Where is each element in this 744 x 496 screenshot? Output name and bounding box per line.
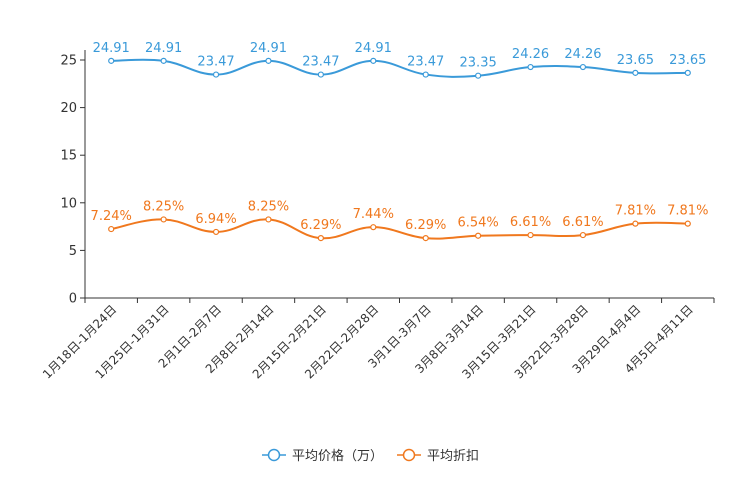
data-label: 23.35	[460, 56, 497, 71]
data-label: 6.29%	[300, 218, 341, 233]
series-1: 7.24% 8.25% 6.94% 8.25% 6.29% 7.44% 6.29% 6.54%…	[91, 199, 708, 242]
data-label: 7.44%	[353, 207, 394, 222]
data-label: 23.47	[302, 55, 339, 70]
data-label: 7.81%	[615, 204, 656, 219]
legend-marker-icon	[267, 448, 281, 462]
series-layer: 24.91 24.91 23.47 24.91 23.47 24.91 23.47 23.35…	[91, 41, 708, 242]
data-label: 6.54%	[457, 216, 498, 231]
data-point[interactable]	[108, 57, 115, 64]
data-point[interactable]	[527, 63, 534, 71]
data-label: 23.65	[617, 53, 654, 68]
data-label: 24.91	[355, 41, 392, 56]
data-point[interactable]	[108, 225, 115, 233]
y-tick-label: 20	[60, 101, 77, 116]
data-point[interactable]	[684, 69, 691, 76]
data-label: 24.26	[564, 47, 601, 62]
data-point[interactable]	[317, 235, 324, 242]
data-label: 7.24%	[91, 209, 132, 224]
data-label: 8.25%	[143, 199, 184, 214]
data-label: 24.91	[250, 41, 287, 56]
data-point[interactable]	[212, 228, 220, 236]
data-label: 23.47	[407, 55, 444, 70]
data-label: 23.65	[669, 53, 706, 68]
data-point[interactable]	[370, 57, 377, 64]
legend-marker-icon	[402, 448, 416, 462]
y-tick-label: 15	[60, 149, 77, 164]
y-tick-label: 25	[60, 54, 77, 69]
data-point[interactable]	[632, 220, 639, 227]
data-point[interactable]	[422, 71, 429, 78]
legend-item-0[interactable]: 平均价格（万）	[262, 448, 383, 464]
data-label: 24.91	[145, 41, 182, 56]
data-label: 23.47	[197, 55, 234, 70]
data-point[interactable]	[527, 231, 534, 239]
x-axis: 1月18日-1月24日1月25日-1月31日2月1日-2月7日2月8日-2月14…	[40, 297, 715, 382]
y-tick-label: 5	[69, 244, 77, 259]
legend-label: 平均价格（万）	[292, 448, 383, 464]
data-label: 7.81%	[667, 204, 708, 219]
y-tick-label: 10	[60, 196, 77, 211]
series-0: 24.91 24.91 23.47 24.91 23.47 24.91 23.47 23.35…	[93, 41, 706, 79]
data-point[interactable]	[422, 235, 429, 242]
data-label: 6.94%	[195, 212, 236, 227]
data-point[interactable]	[632, 69, 639, 76]
data-label: 6.61%	[562, 215, 603, 230]
y-axis: 0 5 10 15 20 25	[60, 50, 86, 307]
data-point[interactable]	[212, 71, 220, 78]
data-point[interactable]	[475, 232, 482, 239]
data-point[interactable]	[370, 224, 377, 231]
data-point[interactable]	[265, 216, 272, 223]
data-label: 6.61%	[510, 215, 551, 230]
data-label: 24.91	[93, 41, 130, 56]
data-point[interactable]	[160, 57, 167, 64]
data-point[interactable]	[475, 72, 482, 79]
legend-label: 平均折扣	[427, 449, 479, 464]
data-point[interactable]	[160, 216, 167, 223]
y-tick-label: 0	[69, 292, 77, 307]
data-label: 24.26	[512, 47, 549, 62]
data-point[interactable]	[684, 220, 691, 227]
data-point[interactable]	[579, 231, 587, 239]
data-point[interactable]	[579, 63, 587, 71]
legend-item-1[interactable]: 平均折扣	[397, 448, 479, 464]
data-point[interactable]	[265, 57, 272, 64]
legend[interactable]: 平均价格（万） 平均折扣	[262, 448, 479, 464]
series-line	[111, 58, 688, 78]
data-label: 8.25%	[248, 199, 289, 214]
data-point[interactable]	[317, 71, 324, 78]
data-label: 6.29%	[405, 218, 446, 233]
series-line	[111, 218, 688, 240]
